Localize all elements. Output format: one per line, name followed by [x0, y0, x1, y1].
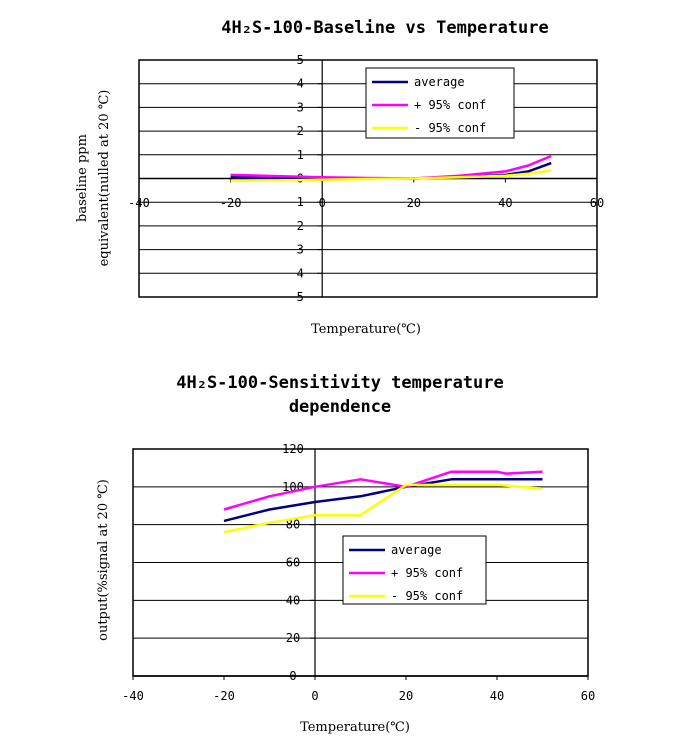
series-line-2 — [223, 470, 543, 511]
x-tick-label: 60 — [590, 196, 604, 210]
y-tick-label: 3 — [297, 100, 304, 114]
y-tick-label: 20 — [286, 631, 300, 645]
y-tick-label: 1 — [297, 148, 304, 162]
series-line-3 — [223, 483, 543, 534]
y-tick-label: 5 — [297, 290, 304, 304]
y-tick-label: 40 — [286, 593, 300, 607]
chart-2: 4H₂S-100-Sensitivity temperature dependen… — [96, 373, 595, 735]
y-axis-label: output(%signal at 20 ℃) — [96, 479, 111, 641]
y-tick-label: 80 — [286, 518, 300, 532]
y-tick-label: 2 — [297, 124, 304, 138]
series-line-3 — [230, 168, 552, 183]
x-tick-label: 20 — [407, 196, 421, 210]
y-axis-label: equivalent(nulled at 20 ℃) — [97, 90, 112, 267]
legend-label: - 95% conf — [414, 121, 486, 135]
x-axis-label: Temperature(℃) — [300, 720, 410, 735]
chart-1: 4H₂S-100-Baseline vs Temperature 5 4 3 2 1 0 1 2… — [75, 18, 604, 337]
chart-title: 4H₂S-100-Baseline vs Temperature — [221, 18, 549, 38]
legend-label: + 95% conf — [414, 98, 486, 112]
x-tick-label: 0 — [319, 196, 326, 210]
y-tick-label: 4 — [297, 77, 304, 91]
y-tick-label: 120 — [282, 442, 304, 456]
y-tick-label: 60 — [286, 556, 300, 570]
x-tick-label: 0 — [311, 689, 318, 703]
x-tick-label: 20 — [399, 689, 413, 703]
series-line-1 — [223, 478, 543, 523]
legend-box — [342, 535, 487, 605]
x-tick-label: -40 — [122, 689, 144, 703]
legend-label: average — [391, 543, 442, 557]
chart-title: dependence — [289, 397, 391, 417]
y-tick-label: 1 — [297, 195, 304, 209]
legend-label: average — [414, 75, 465, 89]
legend-box — [365, 67, 515, 139]
y-tick-label: 4 — [297, 266, 304, 280]
x-tick-label: -20 — [220, 196, 242, 210]
y-tick-label: 3 — [297, 243, 304, 257]
y-axis-label: baseline ppm — [75, 134, 90, 222]
chart-title: 4H₂S-100-Sensitivity temperature — [176, 373, 504, 393]
x-tick-label: -20 — [213, 689, 235, 703]
x-tick-label: -40 — [128, 196, 150, 210]
y-tick-label: 2 — [297, 219, 304, 233]
y-tick-label: 5 — [297, 53, 304, 67]
x-tick-label: 40 — [490, 689, 504, 703]
x-axis-label: Temperature(℃) — [311, 322, 421, 337]
x-tick-label: 40 — [498, 196, 512, 210]
legend-label: + 95% conf — [391, 566, 463, 580]
x-tick-label: 60 — [581, 689, 595, 703]
legend-label: - 95% conf — [391, 589, 463, 603]
